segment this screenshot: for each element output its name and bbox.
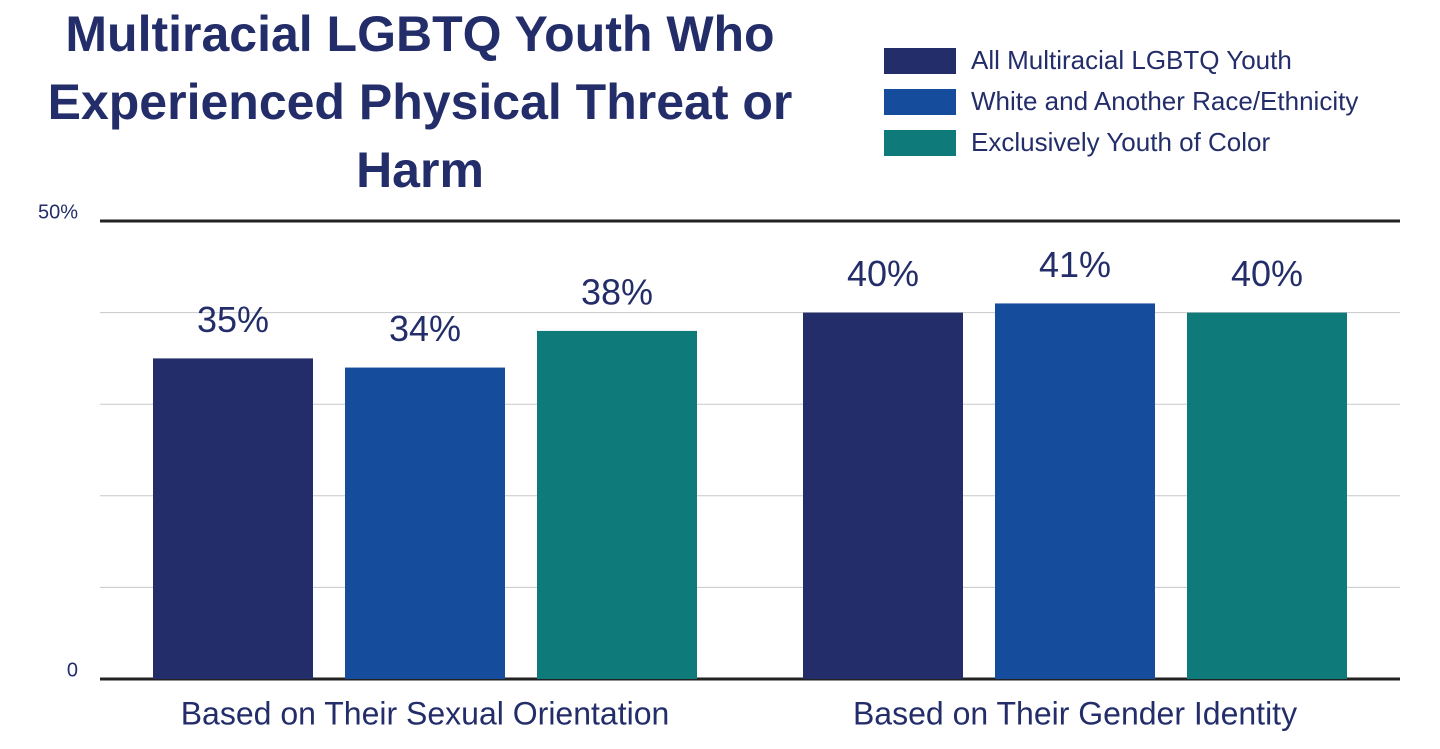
value-label: 40%	[847, 253, 919, 294]
bar	[345, 367, 505, 679]
x-tick-label: Based on Their Sexual Orientation	[181, 695, 670, 731]
y-tick-label: 0	[67, 659, 78, 681]
legend-swatch	[884, 48, 956, 74]
bar	[995, 303, 1155, 679]
value-label: 35%	[197, 299, 269, 340]
legend-label: All Multiracial LGBTQ Youth	[971, 45, 1292, 75]
legend-swatch	[884, 89, 956, 115]
value-label: 38%	[581, 271, 653, 312]
legend-label: White and Another Race/Ethnicity	[971, 86, 1358, 116]
y-tick-label: 50%	[38, 201, 78, 223]
chart-title: Multiracial LGBTQ Youth Who Experienced …	[47, 6, 793, 198]
bar	[153, 358, 313, 679]
bar	[803, 312, 963, 679]
legend-label: Exclusively Youth of Color	[971, 127, 1271, 157]
value-label: 41%	[1039, 244, 1111, 285]
x-tick-label: Based on Their Gender Identity	[853, 695, 1297, 731]
bar	[1187, 312, 1347, 679]
legend-swatch	[884, 130, 956, 156]
value-label: 34%	[389, 308, 461, 349]
bar	[537, 330, 697, 679]
value-label: 40%	[1231, 253, 1303, 294]
